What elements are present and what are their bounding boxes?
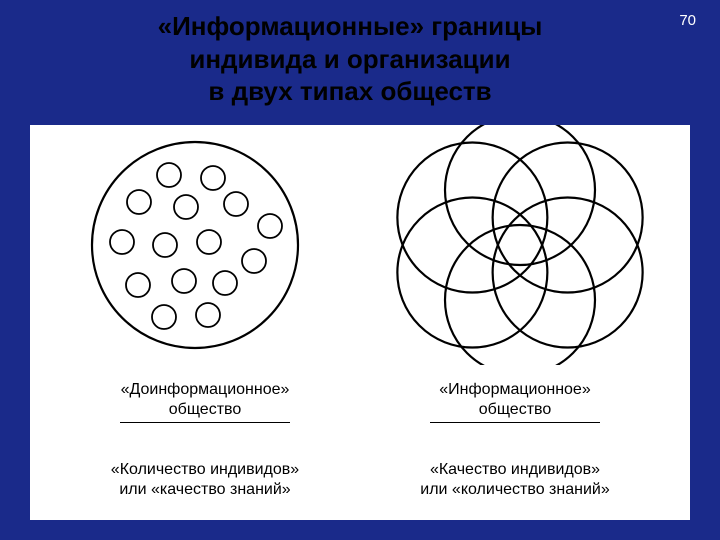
caption-row-2: «Количество индивидов» или «качество зна… <box>30 460 690 500</box>
slide: «Информационные» границы индивида и орга… <box>0 0 720 540</box>
left-caption-2: «Количество индивидов» или «качество зна… <box>30 460 360 500</box>
right-caption-2a: «Качество индивидов» <box>430 461 600 478</box>
right-diagram <box>397 125 642 365</box>
divider-right <box>430 422 600 423</box>
divider-left <box>120 422 290 423</box>
slide-title: «Информационные» границы индивида и орга… <box>70 10 630 108</box>
left-caption-1a: «Доинформационное» <box>121 381 290 398</box>
right-caption-1b: общество <box>479 401 552 418</box>
right-caption-2b: или «количество знаний» <box>420 481 609 498</box>
page-number: 70 <box>679 12 696 29</box>
diagrams-svg <box>30 125 690 365</box>
title-line-1: «Информационные» границы <box>158 11 543 41</box>
left-caption-1: «Доинформационное» общество <box>30 380 360 423</box>
title-line-3: в двух типах обществ <box>208 76 491 106</box>
left-caption-1b: общество <box>169 401 242 418</box>
left-caption-2a: «Количество индивидов» <box>111 461 299 478</box>
content-panel: «Доинформационное» общество «Информацион… <box>30 125 690 520</box>
caption-row-1: «Доинформационное» общество «Информацион… <box>30 380 690 423</box>
right-caption-1a: «Информационное» <box>439 381 590 398</box>
title-line-2: индивида и организации <box>189 44 510 74</box>
left-diagram <box>92 142 298 348</box>
right-caption-1: «Информационное» общество <box>360 380 690 423</box>
left-caption-2b: или «качество знаний» <box>119 481 290 498</box>
right-caption-2: «Качество индивидов» или «количество зна… <box>360 460 690 500</box>
